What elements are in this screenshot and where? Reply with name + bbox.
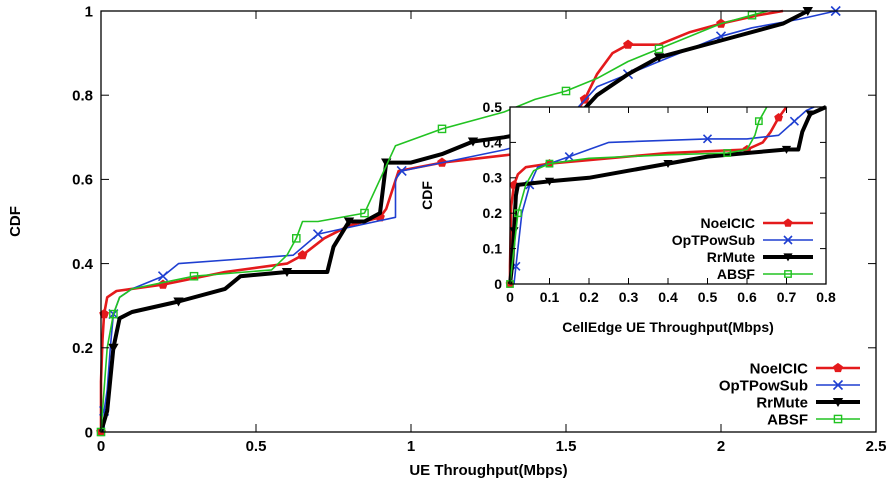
inset-legend-marker (783, 235, 793, 245)
main-x-tick-label: 2 (717, 438, 725, 455)
inset-x-tick-label: 0 (506, 289, 514, 305)
main-series-point-absf (189, 271, 199, 281)
main-y-tick-label: 1 (85, 3, 93, 20)
main-legend-label: OpTPowSub (719, 377, 808, 394)
inset-x-tick-label: 0.5 (698, 289, 718, 305)
main-x-tick-label: 0 (97, 438, 105, 455)
inset-series-line-optpowsub (513, 106, 815, 285)
inset-x-tick-label: 0.7 (777, 289, 797, 305)
inset-y-axis-label: CDF (419, 181, 435, 210)
main-series-line-noeicic (99, 9, 784, 432)
inset-y-tick-label: 0.5 (483, 99, 503, 115)
main-legend-marker (833, 414, 843, 424)
inset-legend-label: ABSF (717, 266, 756, 282)
main-y-tick-label: 0 (85, 424, 93, 441)
main-series-point-rrmute (173, 297, 184, 307)
inset-legend-label: RrMute (707, 249, 755, 265)
inset-x-tick-label: 0.6 (737, 289, 757, 305)
inset-series-point-absf (723, 149, 732, 157)
inset-y-tick-label: 0 (494, 276, 502, 292)
main-series-point-rrmute (653, 53, 665, 63)
main-series-point-rrmute (281, 267, 293, 277)
inset-y-tick-label: 0.2 (483, 205, 503, 221)
main-series-line-rrmute (99, 9, 809, 433)
main-series-point-optpowsub (157, 271, 169, 282)
main-series-point-absf (437, 124, 447, 134)
main-series-point-absf (109, 309, 118, 319)
inset-legend-marker (783, 218, 793, 227)
inset-legend-label: OpTPowSub (672, 232, 755, 248)
inset-y-tick-label: 0.3 (483, 170, 503, 186)
main-legend-label: NoeICIC (750, 360, 809, 377)
main-chart-group: 0 0.5 1 1.5 2 2.5 0 0.2 0.4 0.6 0.8 1 UE Throughput(… (7, 3, 886, 479)
inset-legend-marker (784, 270, 792, 278)
main-y-tick-label: 0.4 (72, 256, 94, 273)
inset-x-tick-label: 0.1 (540, 289, 560, 305)
main-series-point-rrmute (467, 137, 479, 147)
main-y-axis-label: CDF (7, 206, 24, 237)
inset-chart-group: 0 0.1 0.2 0.3 0.4 0.5 0.6 0.7 0.8 0 0.1 0.2 0.3 0.4 0.… (419, 99, 836, 335)
main-series-point-optpowsub (396, 165, 407, 177)
inset-series-point-rrmute (544, 177, 555, 186)
main-series-point-absf (654, 44, 664, 54)
inset-series-point-rrmute (781, 145, 792, 154)
main-series-point-noeicic (297, 250, 308, 260)
inset-x-tick-label: 0.2 (579, 289, 599, 305)
inset-legend-label: NoeICIC (701, 215, 755, 231)
main-series-point-absf (292, 234, 301, 243)
main-x-tick-label: 1.5 (556, 438, 577, 455)
main-x-tick-label: 0.5 (246, 438, 267, 455)
inset-x-tick-label: 0.8 (816, 289, 836, 305)
inset-x-tick-label: 0.3 (619, 289, 639, 305)
inset-series-point-absf (754, 117, 763, 126)
inset-series-point-optpowsub (789, 116, 799, 126)
inset-series-point-absf (545, 159, 554, 168)
main-x-tick-label: 2.5 (866, 438, 887, 455)
inset-series-point-optpowsub (564, 151, 574, 162)
main-series-point-absf (561, 86, 571, 96)
main-legend-marker (833, 362, 843, 373)
inset-series-line-absf (509, 106, 768, 285)
main-series-point-optpowsub (312, 229, 324, 240)
inset-series-point-optpowsub (702, 134, 713, 144)
main-legend-label: RrMute (756, 394, 808, 411)
main-y-tick-label: 0.2 (72, 340, 93, 357)
inset-y-tick-label: 0.4 (483, 134, 503, 150)
inset-series-line-noeicic (508, 106, 788, 284)
inset-x-tick-label: 0.4 (658, 289, 678, 305)
main-series-line-absf (100, 10, 768, 433)
main-x-tick-label: 1 (407, 438, 415, 455)
main-legend-marker (832, 397, 844, 407)
main-legend-marker (832, 379, 844, 391)
inset-x-axis-label: CellEdge UE Throughput(Mbps) (562, 319, 774, 335)
main-series-point-absf (360, 208, 369, 218)
main-series-point-rrmute (343, 217, 355, 227)
main-series-point-noeicic (623, 39, 633, 49)
inset-series-point-rrmute (663, 160, 673, 169)
inset-legend-marker (783, 253, 793, 262)
main-series-point-rrmute (108, 343, 119, 353)
main-y-tick-label: 0.6 (72, 172, 93, 189)
main-y-tick-label: 0.8 (72, 87, 93, 104)
main-legend-label: ABSF (767, 411, 808, 428)
main-plot-frame (100, 10, 877, 433)
inset-series-point-rrmute (805, 110, 815, 119)
inset-y-tick-label: 0.1 (483, 241, 503, 257)
inset-series-point-noeicic (774, 112, 783, 122)
main-x-axis-label: UE Throughput(Mbps) (409, 462, 567, 479)
